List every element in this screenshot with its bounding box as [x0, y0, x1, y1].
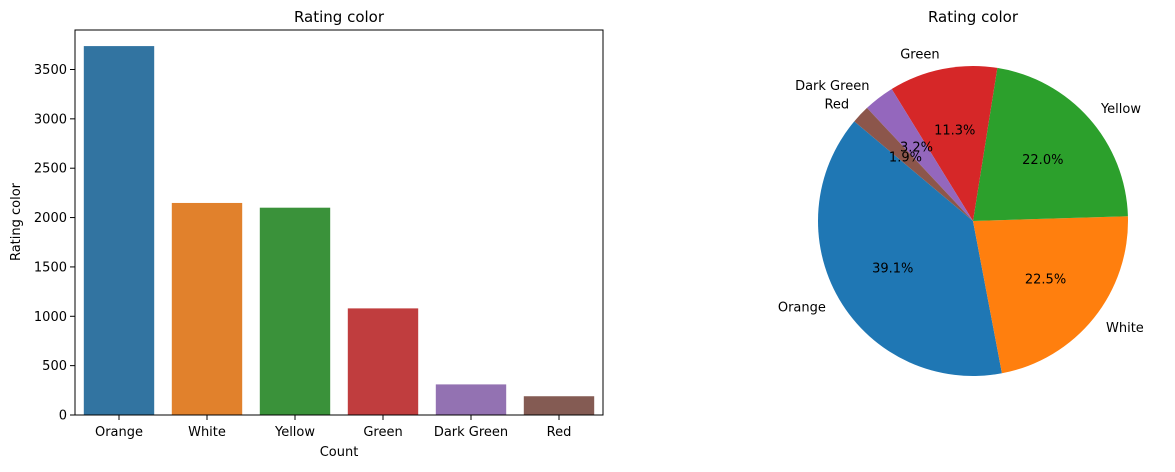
x-tick-label: Dark Green [434, 425, 508, 440]
pie-slice-red [854, 107, 973, 221]
bar-chart: Rating color 0 500 1000 1500 2000 2500 3000 350… [9, 8, 604, 460]
x-tick-label: White [188, 425, 226, 440]
pie-chart-title: Rating color [928, 8, 1019, 26]
pie-label-white: White [1106, 321, 1144, 336]
bar-orange [83, 46, 155, 415]
pie-pct-red: 1.9% [889, 151, 922, 166]
bar-y-axis-label: Rating color [9, 182, 24, 261]
bar-red [523, 396, 595, 415]
pie-label-dark-green: Dark Green [795, 79, 869, 94]
pie-label-orange: Orange [778, 301, 826, 316]
pie-slice-white [973, 216, 1129, 374]
x-tick-label: Yellow [274, 425, 315, 440]
pie-slice-green [891, 66, 998, 221]
y-tick-label: 500 [42, 359, 67, 374]
pie-pct-yellow: 22.0% [1022, 153, 1063, 168]
bar-y-ticks: 0 500 1000 1500 2000 2500 3000 3500 [34, 63, 75, 424]
pie-pct-dark-green: 3.2% [900, 141, 933, 156]
y-tick-label: 1500 [34, 260, 67, 275]
pie-chart: Rating color Orange 39.1% White 22.5% Yellow… [778, 8, 1144, 376]
pie-slices [818, 66, 1129, 376]
pie-slice-yellow [973, 67, 1128, 222]
bar-white [171, 202, 243, 415]
y-tick-label: 2500 [34, 162, 67, 177]
bar-x-ticks: Orange White Yellow Green Dark Green Red [95, 415, 571, 440]
bar-green [347, 308, 419, 415]
bar-chart-title: Rating color [294, 8, 385, 26]
bar-plot-frame [74, 29, 604, 416]
x-tick-label: Orange [95, 425, 143, 440]
pie-pct-green: 11.3% [934, 123, 975, 138]
pie-label-green: Green [900, 47, 939, 62]
x-tick-label: Green [363, 425, 402, 440]
y-tick-label: 3000 [34, 112, 67, 127]
pie-label-red: Red [824, 97, 849, 112]
pie-slice-dark-green [866, 89, 973, 221]
y-tick-label: 1000 [34, 310, 67, 325]
bar-marks [83, 46, 595, 415]
pie-pct-white: 22.5% [1025, 273, 1066, 288]
bar-x-axis-label: Count [320, 445, 359, 460]
pie-pct-orange: 39.1% [872, 262, 913, 277]
pie-slice-orange [818, 121, 1002, 376]
y-tick-label: 0 [59, 409, 67, 424]
pie-labels: Orange 39.1% White 22.5% Yellow 22.0% Green 11.… [778, 47, 1144, 336]
pie-label-yellow: Yellow [1100, 102, 1141, 117]
bar-yellow [259, 207, 331, 415]
y-tick-label: 3500 [34, 63, 67, 78]
bar-dark-green [435, 384, 507, 415]
x-tick-label: Red [547, 425, 572, 440]
y-tick-label: 2000 [34, 211, 67, 226]
